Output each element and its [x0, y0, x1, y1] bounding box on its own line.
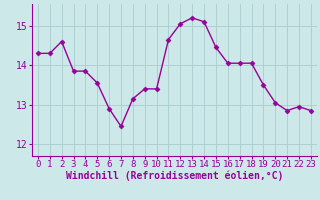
X-axis label: Windchill (Refroidissement éolien,°C): Windchill (Refroidissement éolien,°C) [66, 171, 283, 181]
